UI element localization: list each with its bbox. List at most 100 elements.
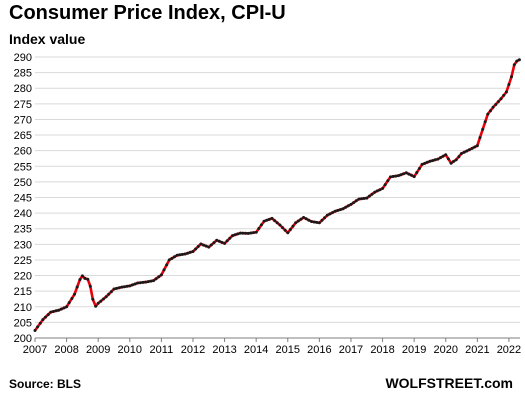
data-point (252, 231, 255, 235)
data-point (333, 209, 337, 213)
data-point (196, 245, 200, 248)
y-tick-250: 250 (14, 177, 32, 189)
data-point (375, 189, 379, 193)
data-point (283, 228, 287, 232)
data-point (486, 112, 490, 116)
data-point (410, 173, 413, 177)
data-point (80, 274, 84, 278)
y-tick-225: 225 (14, 255, 32, 267)
data-point (286, 231, 290, 235)
y-tick-270: 270 (14, 114, 32, 126)
data-point (433, 158, 437, 162)
data-point (491, 105, 495, 109)
x-tick-2022: 2022 (497, 344, 521, 356)
data-point (209, 243, 213, 247)
y-tick-labels: 200 205 210 215 220 225 230 235 240 245 250 255 260 2… (14, 52, 32, 345)
data-point (473, 145, 477, 149)
data-point (144, 280, 148, 284)
data-point (475, 144, 479, 148)
data-point (304, 217, 308, 221)
data-point (299, 217, 303, 221)
data-point (338, 208, 342, 212)
y-tick-210: 210 (14, 302, 32, 314)
chart-title: Consumer Price Index, CPI-U (9, 2, 286, 24)
data-point (186, 251, 190, 255)
data-point (215, 238, 219, 242)
data-point (502, 93, 506, 97)
data-point (65, 305, 69, 309)
data-point (217, 239, 221, 243)
data-point (233, 233, 237, 237)
gridlines (35, 56, 520, 323)
data-point (296, 219, 300, 223)
data-point (194, 247, 198, 251)
data-point (336, 208, 340, 212)
data-point (354, 199, 358, 203)
data-point (273, 219, 277, 223)
data-point (178, 253, 182, 257)
data-point (357, 197, 361, 201)
data-point (130, 283, 134, 287)
data-point (165, 263, 169, 267)
data-point (262, 219, 266, 223)
data-point (265, 218, 269, 222)
data-point (94, 304, 98, 308)
data-point (57, 308, 61, 312)
data-point (88, 284, 92, 288)
data-point (223, 241, 227, 245)
data-point (328, 212, 332, 216)
data-point (454, 158, 458, 162)
data-point (412, 175, 416, 179)
data-point (441, 154, 445, 158)
data-point (154, 277, 158, 281)
data-point (75, 285, 79, 289)
data-point (465, 149, 469, 153)
y-tick-220: 220 (14, 271, 32, 283)
data-point (417, 167, 421, 170)
data-point (499, 97, 503, 101)
data-point (399, 173, 403, 177)
data-point (420, 162, 424, 166)
y-tick-265: 265 (14, 130, 32, 142)
data-point (212, 241, 216, 245)
data-point (202, 243, 205, 247)
x-tick-2010: 2010 (118, 344, 142, 356)
data-point (54, 309, 58, 313)
data-point (133, 282, 137, 286)
y-tick-260: 260 (14, 146, 32, 158)
x-tick-2020: 2020 (434, 344, 458, 356)
y-tick-245: 245 (14, 193, 32, 205)
x-tick-2011: 2011 (150, 344, 174, 356)
data-point (362, 196, 366, 200)
data-point (44, 315, 47, 319)
data-point (278, 223, 282, 227)
data-point (481, 127, 485, 131)
data-point (510, 75, 513, 79)
data-point (180, 252, 184, 256)
data-point (478, 136, 482, 140)
data-point (157, 275, 161, 279)
x-tick-2012: 2012 (181, 344, 205, 356)
y-tick-275: 275 (14, 99, 32, 111)
data-point (325, 213, 329, 217)
data-point (288, 228, 292, 231)
data-point (188, 250, 192, 254)
data-point (159, 273, 163, 277)
data-point (381, 186, 385, 190)
data-point (167, 258, 171, 262)
data-point (467, 148, 471, 152)
data-point (46, 313, 50, 317)
data-point (423, 161, 427, 165)
data-point (33, 329, 37, 332)
data-point (162, 268, 166, 272)
data-point (373, 190, 377, 194)
y-tick-255: 255 (14, 161, 32, 173)
y-axis-title: Index value (9, 31, 86, 47)
data-point (107, 292, 111, 296)
x-tick-2016: 2016 (307, 344, 331, 356)
data-point (489, 109, 492, 113)
data-point (404, 171, 408, 175)
data-point (246, 231, 250, 235)
data-point (173, 255, 176, 259)
y-tick-280: 280 (14, 83, 32, 95)
